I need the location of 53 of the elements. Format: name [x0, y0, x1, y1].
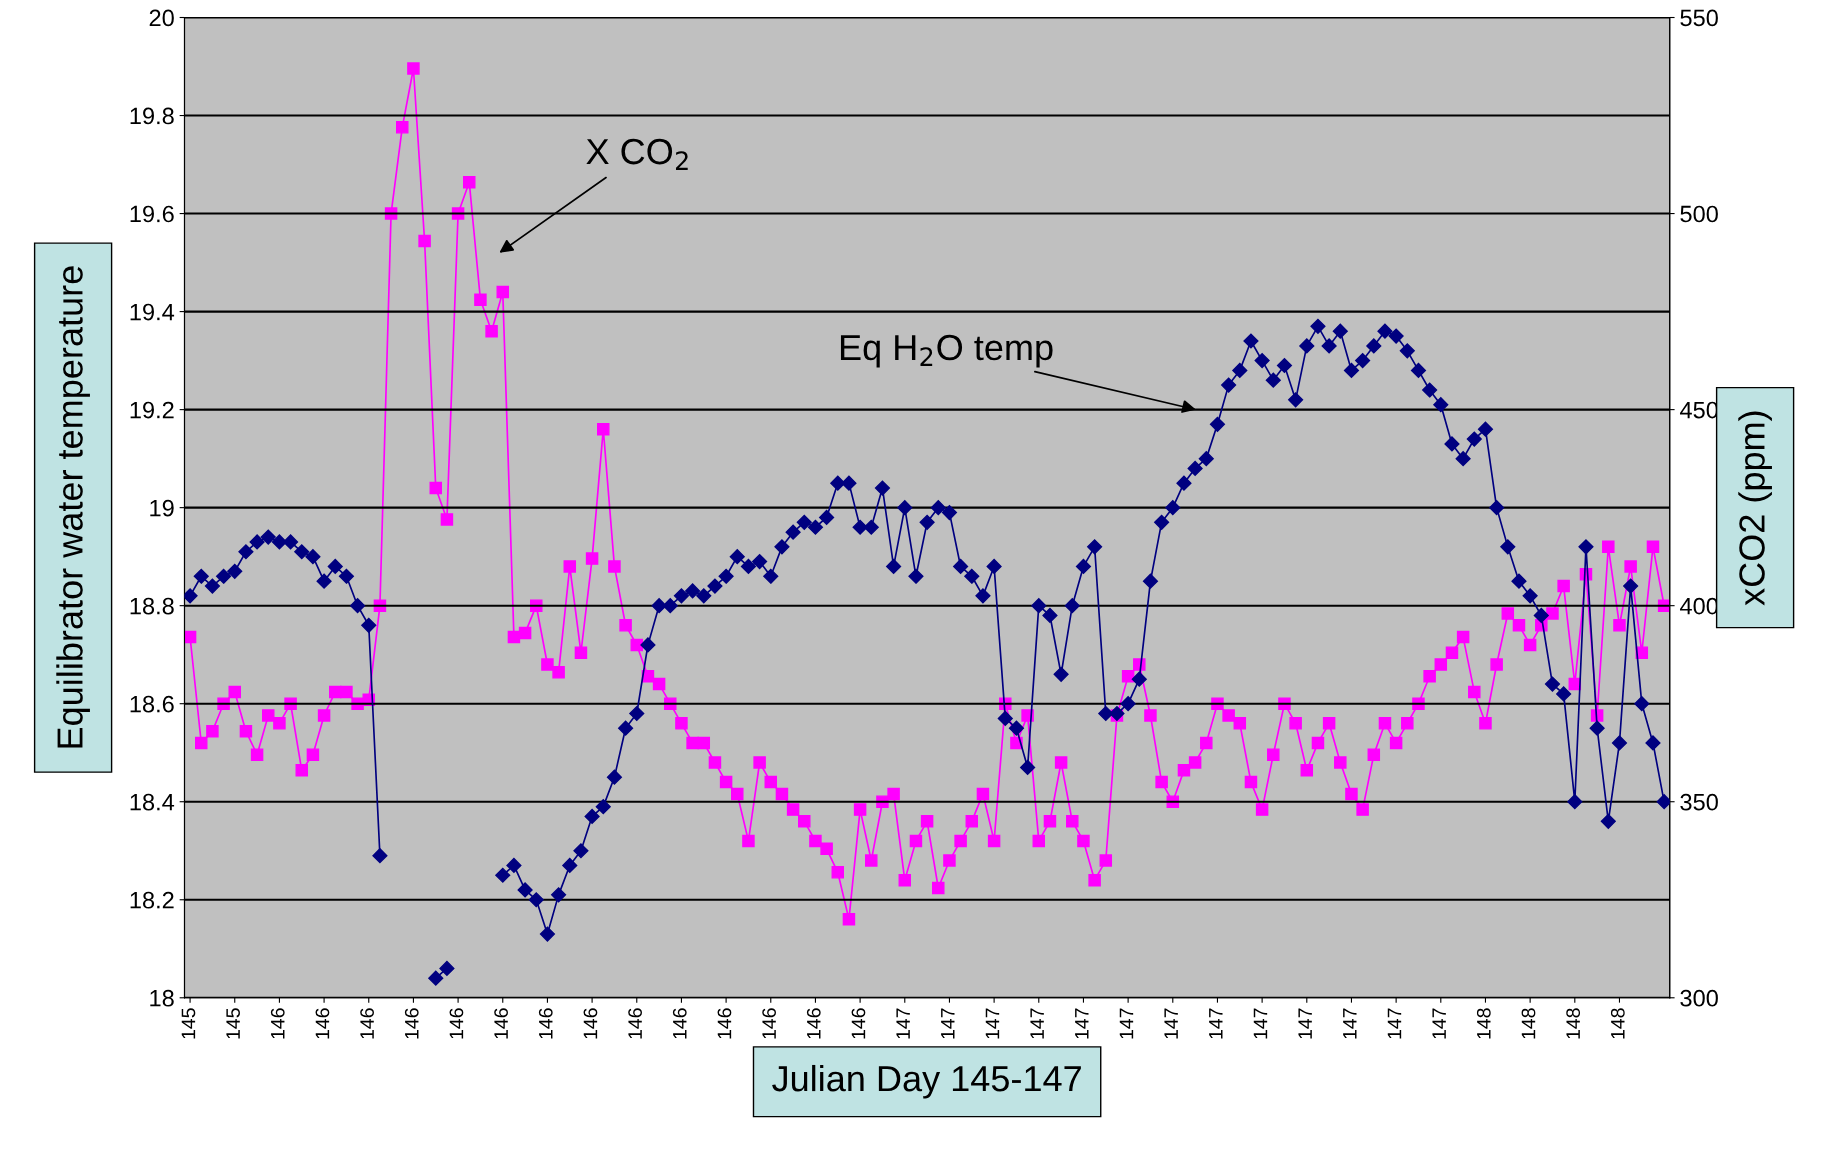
x-tick-label: 146	[360, 1008, 374, 1039]
x-tick-label: 146	[449, 1008, 464, 1039]
y-tick-label: 19	[150, 499, 174, 517]
x-tick-label: 146	[672, 1008, 687, 1039]
y-tick-label: 18	[150, 989, 174, 1007]
x-tick-label: 147	[1075, 1008, 1089, 1039]
x-tick-label: 147	[1432, 1008, 1446, 1039]
y-tick-label: 19.8	[130, 107, 174, 125]
y-tick-label: 18.6	[130, 695, 174, 713]
y2-axis-title: xCO2 (ppm)	[1738, 411, 1772, 606]
x-tick-label: 148	[1610, 1008, 1625, 1039]
x-tick-label: 146	[315, 1008, 330, 1039]
y-axis-title: Equilibrator water temperature	[56, 266, 90, 748]
x-tick-label: 147	[1298, 1008, 1312, 1039]
x-tick-label: 145	[181, 1008, 196, 1039]
x-tick-label: 147	[1343, 1008, 1357, 1039]
x-tick-label: 146	[270, 1008, 285, 1039]
x-tick-label: 147	[1030, 1008, 1044, 1039]
y-tick-label: 19.4	[130, 303, 175, 321]
annotation: Eq H$_{2}$O temp	[840, 334, 1053, 368]
x-tick-label: 146	[762, 1008, 776, 1039]
x-axis-title: Julian Day 145-147	[772, 1064, 1081, 1099]
x-tick-label: 147	[941, 1008, 955, 1039]
y2-tick-label: 300	[1680, 989, 1718, 1007]
y-tick-label: 18.2	[130, 891, 174, 909]
y-tick-label: 19.2	[130, 401, 174, 419]
x-tick-label: 147	[896, 1008, 910, 1039]
x-tick-label: 148	[1566, 1008, 1581, 1039]
y-tick-label: 18.4	[130, 793, 175, 811]
x-tick-label: 146	[404, 1008, 419, 1039]
annotation: X CO$_{2}$	[586, 138, 688, 170]
x-tick-label: 146	[851, 1008, 866, 1039]
y-tick-label: 19.6	[130, 205, 174, 223]
x-tick-label: 145	[226, 1008, 240, 1039]
y2-tick-label: 350	[1680, 793, 1718, 811]
x-tick-label: 148	[1476, 1008, 1491, 1039]
y2-tick-label: 550	[1680, 9, 1718, 27]
x-tick-label: 147	[1119, 1008, 1134, 1039]
x-tick-label: 147	[985, 1008, 1000, 1039]
x-tick-label: 146	[583, 1008, 598, 1039]
x-tick-label: 146	[538, 1008, 553, 1039]
x-tick-label: 147	[1387, 1008, 1402, 1039]
x-tick-label: 146	[806, 1008, 821, 1039]
x-tick-label: 147	[1253, 1008, 1268, 1039]
x-tick-label: 147	[1164, 1008, 1178, 1039]
x-tick-label: 148	[1521, 1008, 1536, 1039]
y-tick-label: 18.8	[130, 597, 174, 615]
x-tick-label: 146	[628, 1008, 642, 1039]
x-tick-label: 147	[1209, 1008, 1223, 1039]
x-tick-label: 146	[494, 1008, 508, 1039]
y2-tick-label: 500	[1680, 205, 1718, 223]
x-tick-label: 146	[717, 1008, 732, 1039]
y-tick-label: 20	[149, 9, 174, 27]
